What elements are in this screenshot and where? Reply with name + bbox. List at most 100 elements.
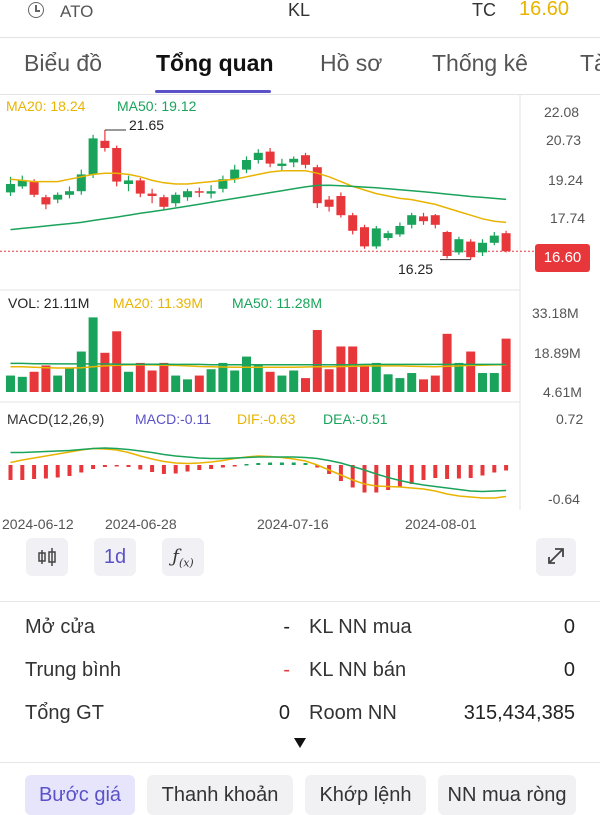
average-label: Trung bình bbox=[25, 659, 121, 681]
candle-body bbox=[442, 232, 452, 256]
volume-axis-tick: 4.61M bbox=[543, 384, 582, 400]
volume-bar bbox=[348, 346, 358, 392]
volume-bar bbox=[253, 364, 263, 392]
volume-bar bbox=[88, 317, 98, 392]
volume-ma50-line bbox=[10, 362, 507, 366]
candle-body bbox=[348, 215, 358, 231]
volume-bar bbox=[206, 369, 216, 392]
price-axis-tick: 17.74 bbox=[550, 210, 586, 226]
candle-body bbox=[41, 197, 51, 205]
volume-bar bbox=[124, 371, 133, 392]
candle-body bbox=[395, 226, 405, 235]
candle-body bbox=[88, 138, 98, 175]
tab-foreign-net-buy[interactable]: NN mua ròng bbox=[438, 775, 576, 815]
candle-body bbox=[112, 148, 122, 182]
volume-bar bbox=[383, 374, 393, 392]
tab-statistics[interactable]: Thống kê bbox=[432, 50, 528, 76]
candle-body bbox=[407, 215, 417, 225]
macd-histogram-bar bbox=[409, 465, 414, 484]
volume-bar bbox=[442, 333, 452, 392]
macd-histogram-bar bbox=[315, 465, 320, 468]
expand-down-icon[interactable] bbox=[294, 738, 306, 748]
candle-body bbox=[253, 152, 263, 160]
volume-bar bbox=[171, 375, 181, 392]
candle-body bbox=[53, 194, 63, 200]
tab-overview[interactable]: Tổng quan bbox=[156, 50, 274, 76]
volume-bar bbox=[135, 362, 145, 392]
volume-bar bbox=[76, 351, 86, 392]
macd-histogram-bar bbox=[291, 462, 296, 465]
macd-histogram-bar bbox=[303, 463, 308, 465]
volume-bar bbox=[466, 351, 476, 392]
macd-axis-tick: 0.72 bbox=[556, 411, 584, 427]
macd-histogram-bar bbox=[480, 465, 485, 476]
candle-body bbox=[159, 197, 169, 207]
volume-bar bbox=[242, 356, 251, 392]
macd-histogram-bar bbox=[421, 465, 426, 480]
volume-bar bbox=[419, 379, 428, 392]
volume-bar bbox=[430, 375, 440, 392]
dea-legend: DEA:-0.51 bbox=[323, 411, 388, 427]
tab-price-step[interactable]: Bước giá bbox=[25, 775, 135, 815]
volume-bar bbox=[407, 373, 417, 392]
current-price-badge: 16.60 bbox=[535, 244, 590, 272]
candle-body bbox=[17, 180, 27, 187]
macd-histogram-bar bbox=[32, 465, 37, 479]
total-value-value: 0 bbox=[278, 702, 290, 724]
tab-liquidity[interactable]: Thanh khoản bbox=[147, 775, 293, 815]
tab-bar: Biểu đồ Tổng quan Hồ sơ Thống kê Tà bbox=[0, 38, 600, 94]
candle-body bbox=[124, 180, 133, 184]
volume-bar bbox=[324, 369, 334, 392]
macd-histogram-bar bbox=[20, 465, 25, 480]
candle-body bbox=[371, 228, 381, 247]
macd-histogram-bar bbox=[256, 463, 261, 465]
candle-body bbox=[100, 140, 110, 148]
volume-bar bbox=[289, 370, 299, 392]
macd-histogram-bar bbox=[126, 465, 131, 467]
fullscreen-button[interactable] bbox=[536, 538, 576, 576]
tab-chart[interactable]: Biểu đồ bbox=[24, 50, 103, 76]
volume-ma50-legend: MA50: 11.28M bbox=[232, 295, 323, 311]
tc-label: TC bbox=[472, 0, 496, 20]
volume-bar bbox=[395, 378, 405, 392]
divider bbox=[0, 762, 600, 763]
dif-line bbox=[10, 447, 507, 499]
volume-bar bbox=[371, 362, 381, 392]
volume-bar bbox=[100, 352, 110, 392]
tab-matched-orders[interactable]: Khớp lệnh bbox=[305, 775, 426, 815]
candle-body bbox=[324, 199, 334, 207]
interval-button[interactable]: 1d bbox=[94, 538, 136, 576]
stock-chart[interactable] bbox=[0, 0, 600, 520]
macd-histogram-bar bbox=[67, 465, 72, 476]
volume-bar bbox=[454, 362, 464, 392]
tab-profile[interactable]: Hồ sơ bbox=[320, 50, 383, 76]
candle-body bbox=[419, 216, 428, 222]
indicator-button[interactable]: ƒ(x) bbox=[162, 538, 204, 576]
macd-histogram-bar bbox=[8, 465, 13, 480]
active-tab-indicator bbox=[155, 90, 271, 93]
volume-bar bbox=[147, 370, 157, 392]
divider bbox=[0, 37, 600, 38]
volume-ma20-legend: MA20: 11.39M bbox=[113, 295, 204, 311]
macd-histogram-bar bbox=[138, 465, 143, 470]
macd-histogram-bar bbox=[232, 465, 237, 467]
volume-axis-tick: 18.89M bbox=[534, 345, 581, 361]
average-value: - bbox=[283, 659, 290, 681]
candle-body bbox=[206, 191, 216, 194]
macd-histogram-bar bbox=[43, 465, 48, 479]
macd-histogram-bar bbox=[244, 464, 249, 466]
candle-body bbox=[230, 169, 240, 180]
total-value-label: Tổng GT bbox=[25, 702, 104, 724]
macd-histogram-bar bbox=[114, 465, 119, 467]
candle-body bbox=[466, 241, 476, 258]
candle-style-button[interactable] bbox=[26, 538, 68, 576]
volume-bar bbox=[53, 375, 63, 392]
candle-body bbox=[147, 193, 157, 196]
tab-more[interactable]: Tà bbox=[580, 50, 600, 76]
macd-title: MACD(12,26,9) bbox=[7, 411, 105, 427]
macd-histogram-bar bbox=[492, 465, 497, 473]
ma50-line bbox=[10, 184, 507, 231]
candlestick-icon bbox=[38, 548, 56, 566]
clock-icon bbox=[28, 2, 44, 18]
macd-histogram-bar bbox=[161, 465, 166, 474]
